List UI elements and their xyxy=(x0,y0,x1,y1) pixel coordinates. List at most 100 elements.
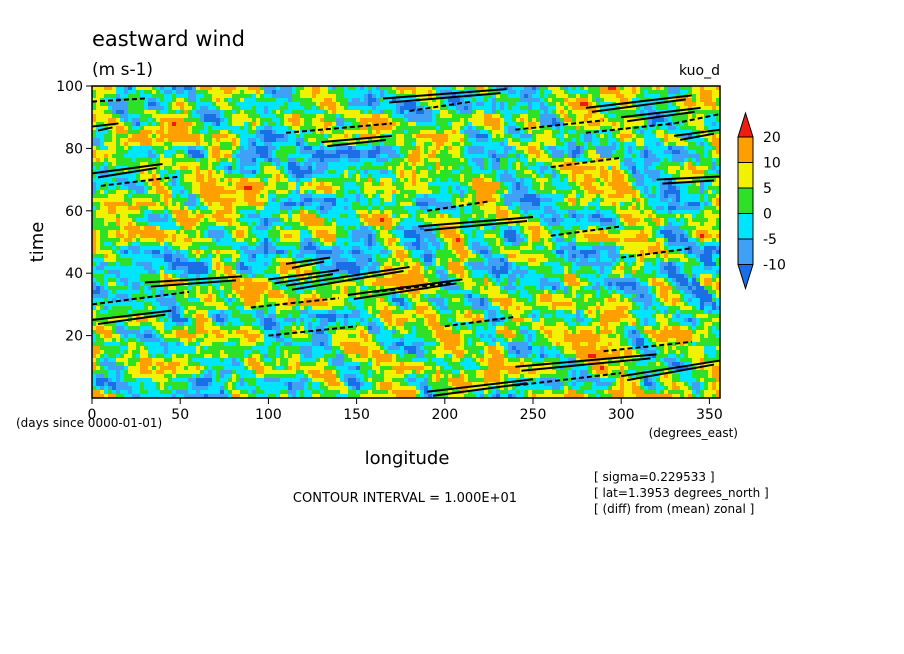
heatmap-cell xyxy=(112,90,117,95)
heatmap-cell xyxy=(376,202,381,207)
heatmap-cell xyxy=(672,118,677,123)
heatmap-cell xyxy=(240,86,245,91)
heatmap-cell xyxy=(588,190,593,195)
heatmap-cell xyxy=(660,198,665,203)
heatmap-cell xyxy=(444,198,449,203)
heatmap-cell xyxy=(332,142,337,147)
heatmap-cell xyxy=(184,174,189,179)
heatmap-cell xyxy=(612,174,617,179)
heatmap-cell xyxy=(528,146,533,151)
heatmap-cell xyxy=(300,134,305,139)
heatmap-cell xyxy=(172,130,177,135)
heatmap-cell xyxy=(168,138,173,143)
heatmap-cell xyxy=(408,130,413,135)
heatmap-cell xyxy=(212,186,217,191)
heatmap-cell xyxy=(680,170,685,175)
heatmap-cell xyxy=(668,118,673,123)
heatmap-cell xyxy=(584,142,589,147)
heatmap-cell xyxy=(300,126,305,131)
heatmap-cell xyxy=(252,138,257,143)
heatmap-cell xyxy=(264,206,269,211)
heatmap-cell xyxy=(364,138,369,143)
heatmap-cell xyxy=(480,134,485,139)
heatmap-cell xyxy=(288,146,293,151)
heatmap-cell xyxy=(636,122,641,127)
heatmap-cell xyxy=(120,202,125,207)
heatmap-cell xyxy=(100,210,105,215)
heatmap-cell xyxy=(284,150,289,155)
heatmap-cell xyxy=(636,114,641,119)
heatmap-cell xyxy=(268,170,273,175)
heatmap-cell xyxy=(312,94,317,99)
heatmap-cell xyxy=(452,198,457,203)
heatmap-cell xyxy=(560,102,565,107)
heatmap-cell xyxy=(680,178,685,183)
heatmap-cell xyxy=(192,182,197,187)
heatmap-cell xyxy=(256,134,261,139)
heatmap-cell xyxy=(288,102,293,107)
heatmap-cell xyxy=(508,126,513,131)
heatmap-cell xyxy=(404,126,409,131)
heatmap-cell xyxy=(696,202,701,207)
heatmap-cell xyxy=(620,90,625,95)
heatmap-cell xyxy=(224,202,229,207)
heatmap-cell xyxy=(284,182,289,187)
heatmap-cell xyxy=(316,186,321,191)
heatmap-cell xyxy=(712,130,717,135)
heatmap-cell xyxy=(208,138,213,143)
heatmap-cell xyxy=(456,130,461,135)
heatmap-cell xyxy=(252,146,257,151)
heatmap-cell xyxy=(92,142,97,147)
heatmap-cell xyxy=(160,158,165,163)
heatmap-cell xyxy=(564,106,569,111)
heatmap-cell xyxy=(280,130,285,135)
heatmap-cell xyxy=(656,90,661,95)
heatmap-cell xyxy=(592,138,597,143)
heatmap-cell xyxy=(292,186,297,191)
heatmap-cell xyxy=(180,106,185,111)
heatmap-cell xyxy=(272,114,277,119)
heatmap-cell xyxy=(604,106,609,111)
heatmap-cell xyxy=(420,154,425,159)
heatmap-cell xyxy=(344,122,349,127)
heatmap-cell xyxy=(368,130,373,135)
heatmap-cell xyxy=(360,198,365,203)
heatmap-cell xyxy=(312,122,317,127)
heatmap-cell xyxy=(400,190,405,195)
heatmap-cell xyxy=(524,142,529,147)
heatmap-cell xyxy=(452,134,457,139)
heatmap-cell xyxy=(208,98,213,103)
heatmap-cell xyxy=(304,198,309,203)
heatmap-cell xyxy=(420,206,425,211)
heatmap-cell xyxy=(584,158,589,163)
heatmap-cell xyxy=(236,182,241,187)
heatmap-cell xyxy=(200,122,205,127)
heatmap-cell xyxy=(244,154,249,159)
heatmap-cell xyxy=(708,206,713,211)
heatmap-cell xyxy=(508,202,513,207)
heatmap-cell xyxy=(492,114,497,119)
heatmap-cell xyxy=(396,106,401,111)
heatmap-cell xyxy=(96,166,101,171)
heatmap-cell xyxy=(344,182,349,187)
heatmap-cell xyxy=(468,154,473,159)
heatmap-cell xyxy=(96,206,101,211)
heatmap-cell xyxy=(212,122,217,127)
heatmap-cell xyxy=(600,182,605,187)
heatmap-cell xyxy=(528,186,533,191)
heatmap-cell xyxy=(468,146,473,151)
heatmap-cell xyxy=(360,118,365,123)
heatmap-cell xyxy=(224,142,229,147)
heatmap-cell xyxy=(96,106,101,111)
heatmap-cell xyxy=(504,106,509,111)
heatmap-cell xyxy=(300,90,305,95)
heatmap-cell xyxy=(460,102,465,107)
heatmap-cell xyxy=(320,210,325,215)
heatmap-cell xyxy=(600,162,605,167)
heatmap-cell xyxy=(544,90,549,95)
heatmap-cell xyxy=(348,206,353,211)
heatmap-cell xyxy=(572,94,577,99)
heatmap-cell xyxy=(232,162,237,167)
heatmap-cell xyxy=(452,206,457,211)
heatmap-cell xyxy=(540,186,545,191)
